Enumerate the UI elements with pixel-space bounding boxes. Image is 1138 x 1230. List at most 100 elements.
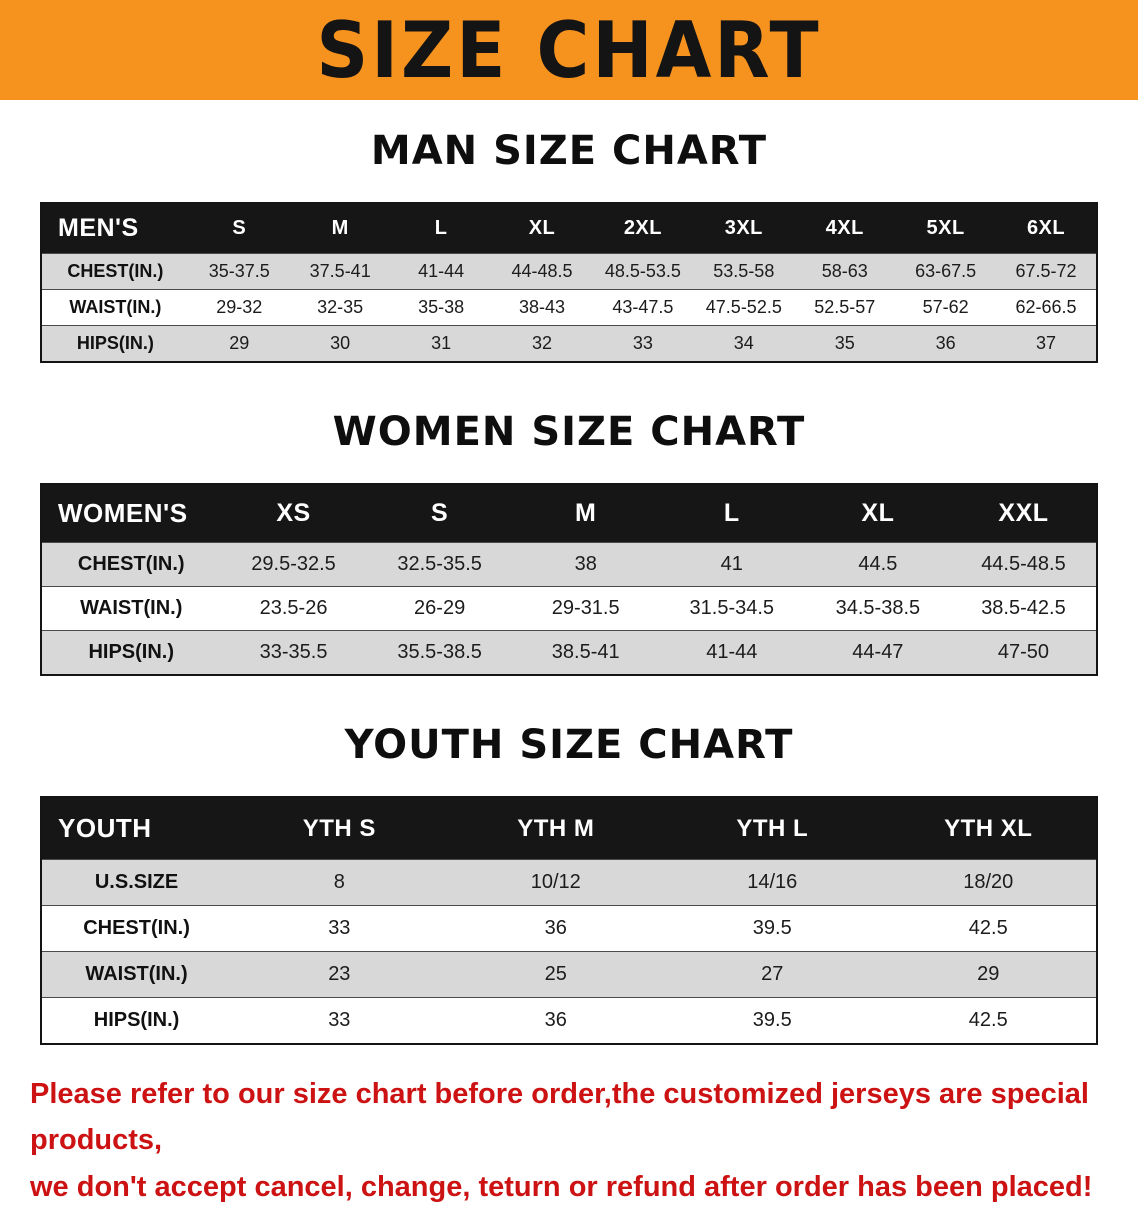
measurement-value: 31.5-34.5 — [689, 597, 775, 619]
men-size-table: MEN'S S M L XL 2XL 3XL 4XL 5XL 6XL CHEST(IN.) 35-37… — [40, 202, 1098, 363]
measurement-value: 8 — [333, 871, 345, 893]
measurement-value: 29-31.5 — [551, 597, 620, 619]
measurement-value: 36 — [544, 1009, 567, 1031]
table-row: CHEST(IN.) 29.5-32.5 32.5-35.5 38 41 44.5 44.5… — [41, 542, 1097, 587]
page-title: SIZE CHART — [316, 4, 822, 96]
size-header-cell: L — [658, 484, 805, 543]
measurement-value: 34 — [733, 333, 754, 353]
measurement-value: 32 — [531, 333, 553, 353]
measurement-value: 10/12 — [530, 871, 581, 893]
size-header-cell: XL — [491, 203, 593, 254]
measurement-value: 30 — [330, 333, 351, 353]
table-row: WAIST(IN.) 23 25 27 29 — [41, 951, 1097, 998]
disclaimer: Please refer to our size chart before or… — [30, 1071, 1120, 1210]
table-row: WAIST(IN.) 29-32 32-35 35-38 38-43 43-47.5 47.… — [41, 289, 1097, 326]
table-row: HIPS(IN.) 33-35.5 35.5-38.5 38.5-41 41-44 44-… — [41, 630, 1097, 675]
section-heading-men: MAN SIZE CHART — [370, 128, 768, 174]
measurement-value: 39.5 — [752, 1009, 792, 1031]
measurement-value: 47.5-52.5 — [705, 297, 782, 317]
size-header-cell: 6XL — [996, 203, 1097, 254]
measurement-value: 14/16 — [747, 871, 798, 893]
measurement-value: 25 — [544, 963, 567, 985]
size-header-cell: 4XL — [794, 203, 896, 254]
table-title-cell: MEN'S — [41, 203, 189, 254]
disclaimer-line: we don't accept cancel, change, teturn o… — [30, 1170, 1093, 1203]
header-row: WOMEN'S XS S M L XL XXL — [41, 484, 1097, 543]
table-row: HIPS(IN.) 33 36 39.5 42.5 — [41, 997, 1097, 1044]
size-header-cell: YTH M — [447, 797, 665, 860]
measurement-value: 52.5-57 — [814, 297, 876, 317]
measurement-value: 23 — [328, 963, 351, 985]
measurement-value: 29 — [229, 333, 250, 353]
table-row: WAIST(IN.) 23.5-26 26-29 29-31.5 31.5-34.5 34… — [41, 586, 1097, 631]
section-heading-youth: YOUTH SIZE CHART — [344, 722, 794, 768]
disclaimer-line: Please refer to our size chart before or… — [30, 1078, 1089, 1157]
measurement-value: 62-66.5 — [1015, 297, 1077, 317]
measurement-value: 35-37.5 — [208, 261, 270, 281]
measurement-value: 44-47 — [852, 641, 904, 663]
measurement-value: 44-48.5 — [511, 261, 573, 281]
measurement-value: 57-62 — [922, 297, 969, 317]
measurement-value: 35.5-38.5 — [397, 641, 482, 663]
size-header-cell: 3XL — [693, 203, 795, 254]
size-header-cell: YTH S — [231, 797, 448, 860]
size-header-cell: S — [188, 203, 290, 254]
measurement-value: 48.5-53.5 — [604, 261, 681, 281]
measurement-value: 44.5 — [858, 553, 898, 575]
measurement-value: 34.5-38.5 — [835, 597, 921, 619]
size-header-cell: YTH L — [664, 797, 881, 860]
size-header-cell: S — [366, 484, 513, 543]
table-title-cell: YOUTH — [41, 797, 232, 860]
measurement-value: 29-32 — [216, 297, 263, 317]
measurement-value: 35 — [834, 333, 855, 353]
size-header-cell: XS — [220, 484, 367, 543]
measurement-label: WAIST(IN.) — [80, 597, 183, 619]
measurement-value: 42.5 — [968, 1009, 1008, 1031]
measurement-value: 44.5-48.5 — [981, 553, 1066, 575]
measurement-value: 26-29 — [414, 597, 466, 619]
measurement-value: 42.5 — [968, 917, 1008, 939]
header-row: YOUTH YTH S YTH M YTH L YTH XL — [41, 797, 1097, 860]
measurement-label: HIPS(IN.) — [88, 641, 175, 663]
measurement-value: 33 — [632, 333, 653, 353]
measurement-value: 29.5-32.5 — [251, 553, 336, 575]
size-header-cell: 5XL — [895, 203, 997, 254]
measurement-value: 41-44 — [706, 641, 758, 663]
measurement-value: 35-38 — [418, 297, 465, 317]
measurement-value: 31 — [431, 333, 452, 353]
women-size-table: WOMEN'S XS S M L XL XXL CHEST(IN.) 29.5-32.5 32.5… — [40, 483, 1098, 676]
size-header-cell: L — [390, 203, 492, 254]
measurement-value: 58-63 — [821, 261, 868, 281]
charts-container: MAN SIZE CHART MEN'S S M L XL 2XL 3XL 4XL 5XL 6XL C… — [0, 128, 1138, 1045]
measurement-value: 47-50 — [997, 641, 1050, 663]
size-header-cell: 2XL — [592, 203, 694, 254]
section-heading-women: WOMEN SIZE CHART — [332, 409, 806, 455]
measurement-value: 38.5-41 — [551, 641, 620, 663]
measurement-value: 38-43 — [518, 297, 566, 317]
measurement-value: 23.5-26 — [259, 597, 328, 619]
table-row: CHEST(IN.) 33 36 39.5 42.5 — [41, 905, 1097, 952]
measurement-value: 32-35 — [317, 297, 364, 317]
measurement-value: 41-44 — [418, 261, 465, 281]
measurement-value: 37.5-41 — [309, 261, 371, 281]
measurement-value: 67.5-72 — [1015, 261, 1077, 281]
banner: SIZE CHART — [0, 0, 1138, 100]
measurement-label: U.S.SIZE — [94, 871, 179, 893]
measurement-value: 38 — [574, 553, 597, 575]
measurement-value: 33-35.5 — [259, 641, 328, 663]
measurement-value: 36 — [935, 333, 956, 353]
table-row: CHEST(IN.) 35-37.5 37.5-41 41-44 44-48.5 48.5… — [41, 253, 1097, 290]
measurement-value: 33 — [328, 1009, 351, 1031]
size-header-cell: M — [289, 203, 391, 254]
measurement-label: CHEST(IN.) — [83, 917, 190, 939]
measurement-value: 63-67.5 — [915, 261, 977, 281]
measurement-value: 18/20 — [963, 871, 1014, 893]
size-header-cell: YTH XL — [880, 797, 1097, 860]
measurement-value: 33 — [328, 917, 351, 939]
measurement-value: 36 — [544, 917, 567, 939]
table-row: U.S.SIZE 8 10/12 14/16 18/20 — [41, 859, 1097, 906]
measurement-value: 53.5-58 — [713, 261, 775, 281]
measurement-label: WAIST(IN.) — [85, 963, 188, 985]
header-row: MEN'S S M L XL 2XL 3XL 4XL 5XL 6XL — [41, 203, 1097, 254]
